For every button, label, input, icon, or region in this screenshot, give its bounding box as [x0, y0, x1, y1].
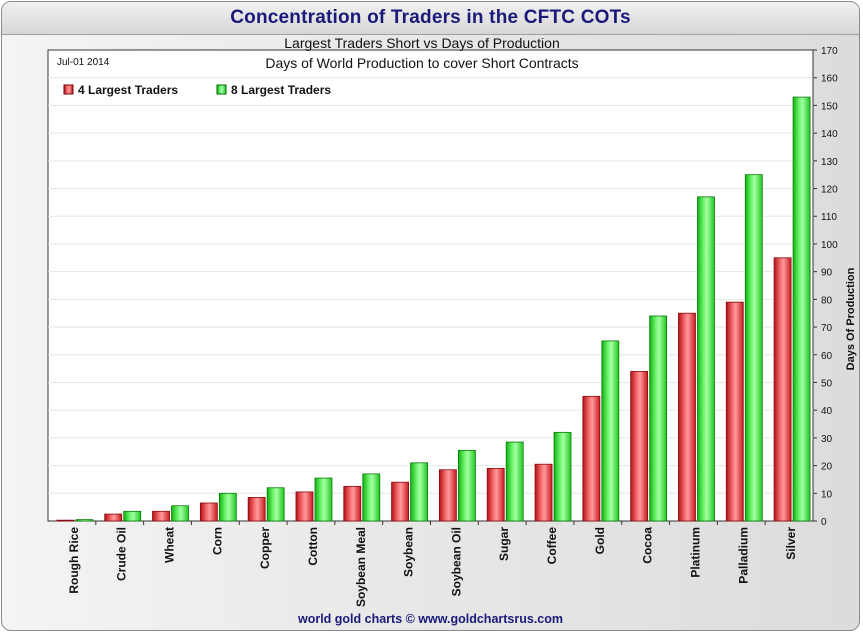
bar-4-largest-cocoa: [630, 370, 649, 522]
bar-8-largest-cotton: [314, 477, 333, 522]
bar-chart: 0 10 20 30 40 50 60 70 80 90 100 110 120 130 140 150 160…: [47, 35, 857, 607]
y-tick-label: 140: [821, 129, 838, 140]
y-tick-label: 150: [821, 101, 838, 112]
bar-8-largest-soybean: [410, 462, 428, 522]
x-tick-label: Gold: [593, 527, 607, 554]
bar-8-largest-rough-rice: [75, 519, 94, 522]
bar-4-largest-gold: [582, 395, 601, 522]
x-tick-label: Wheat: [163, 527, 177, 563]
bar-4-largest-soybean-meal: [343, 485, 362, 522]
legend: 4 Largest Traders 8 Largest Traders: [63, 83, 331, 97]
x-tick-label: Copper: [258, 527, 272, 569]
bar-4-largest-platinum: [678, 312, 696, 522]
bar-4-largest-soybean: [391, 481, 409, 522]
bar-4-largest-copper: [247, 497, 266, 522]
legend-swatch-8-largest: [216, 84, 227, 95]
y-tick-label: 30: [821, 434, 833, 445]
x-tick-label: Sugar: [497, 527, 511, 561]
bar-8-largest-soybean-meal: [362, 473, 381, 522]
bar-8-largest-corn: [218, 492, 237, 522]
bar-8-largest-gold: [601, 340, 620, 522]
y-tick-label: 60: [821, 351, 833, 362]
footer-credit: world gold charts © www.goldchartsrus.co…: [297, 612, 564, 626]
x-tick-label: Coffee: [545, 527, 559, 565]
bars: [56, 96, 811, 522]
y-tick-label: 50: [821, 378, 833, 389]
bar-8-largest-soybean-oil: [458, 449, 476, 522]
y-tick-label: 90: [821, 268, 833, 279]
x-axis: Rough Rice Crude Oil Wheat Corn Copper Cotton…: [67, 521, 798, 607]
x-tick-label: Rough Rice: [67, 527, 81, 594]
y-tick-label: 10: [821, 489, 833, 500]
bar-4-largest-crude-oil: [104, 513, 123, 522]
bar-8-largest-copper: [266, 487, 285, 522]
bar-4-largest-silver: [773, 257, 792, 522]
y-tick-label: 100: [821, 240, 838, 251]
x-tick-label: Soybean: [402, 527, 416, 577]
chart-title: Concentration of Traders in the CFTC COT…: [230, 7, 631, 28]
bar-4-largest-corn: [199, 502, 218, 522]
bar-8-largest-platinum: [697, 196, 715, 522]
y-axis-title: Days Of Production: [845, 267, 857, 370]
bar-4-largest-coffee: [534, 463, 553, 522]
chart-subtitle-1: Largest Traders Short vs Days of Product…: [284, 35, 559, 51]
y-tick-label: 110: [821, 212, 837, 223]
bar-4-largest-wheat: [152, 510, 170, 522]
x-tick-label: Corn: [210, 527, 224, 555]
y-tick-label: 0: [821, 517, 827, 528]
x-tick-label: Cotton: [306, 527, 320, 566]
chart-subtitle-2: Days of World Production to cover Short …: [265, 55, 578, 71]
y-tick-label: 20: [821, 462, 833, 473]
bar-8-largest-coffee: [553, 431, 572, 522]
y-tick-label: 70: [821, 323, 833, 334]
bar-8-largest-palladium: [744, 174, 763, 522]
bar-8-largest-silver: [792, 96, 811, 522]
title-bar: Concentration of Traders in the CFTC COT…: [2, 2, 859, 35]
bar-4-largest-cotton: [295, 491, 314, 522]
legend-label-4-largest: 4 Largest Traders: [78, 83, 178, 97]
y-axis: 0 10 20 30 40 50 60 70 80 90 100 110 120 130 140 150 160…: [813, 46, 838, 528]
bar-4-largest-palladium: [725, 301, 744, 522]
x-tick-label: Cocoa: [641, 527, 655, 564]
x-tick-label: Crude Oil: [115, 527, 129, 581]
bar-8-largest-cocoa: [649, 315, 668, 522]
y-tick-label: 160: [821, 74, 838, 85]
y-tick-label: 130: [821, 157, 838, 168]
y-tick-label: 120: [821, 185, 838, 196]
y-tick-label: 80: [821, 295, 833, 306]
bar-8-largest-crude-oil: [123, 510, 142, 522]
x-tick-label: Soybean Oil: [449, 527, 463, 596]
bar-4-largest-sugar: [486, 467, 505, 522]
bar-4-largest-rough-rice: [56, 519, 75, 522]
y-tick-label: 40: [821, 406, 833, 417]
y-tick-label: 170: [821, 46, 838, 57]
bar-8-largest-sugar: [505, 441, 524, 522]
x-tick-label: Silver: [784, 527, 798, 560]
bar-8-largest-wheat: [171, 505, 189, 522]
legend-label-8-largest: 8 Largest Traders: [231, 83, 331, 97]
x-tick-label: Soybean Meal: [354, 527, 368, 607]
x-tick-label: Platinum: [688, 527, 702, 578]
bar-4-largest-soybean-oil: [439, 469, 457, 522]
x-tick-label: Palladium: [736, 527, 750, 584]
legend-swatch-4-largest: [63, 84, 74, 95]
date-label: Jul-01 2014: [57, 57, 110, 68]
